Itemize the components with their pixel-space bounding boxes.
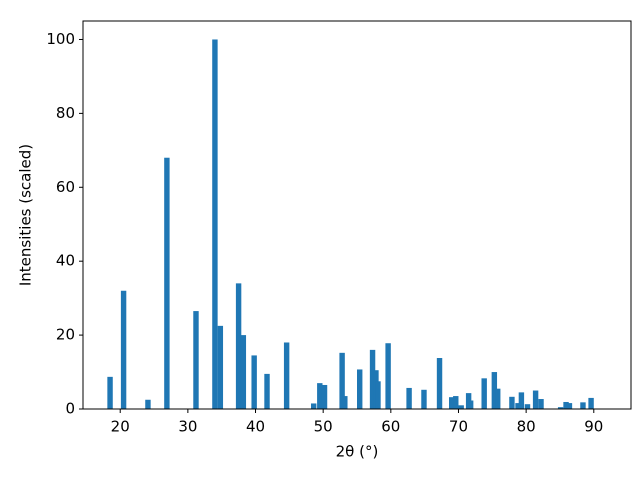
bar <box>375 381 381 409</box>
bar <box>563 401 569 409</box>
bar <box>107 376 113 409</box>
bar <box>321 384 328 409</box>
y-tick-label: 100 <box>46 30 75 48</box>
bar <box>406 387 412 409</box>
bar <box>251 355 257 409</box>
y-tick-label: 80 <box>56 104 75 122</box>
bar <box>145 399 151 409</box>
bar <box>317 383 323 409</box>
bar <box>491 372 498 409</box>
bar <box>538 399 544 409</box>
bar <box>453 396 459 409</box>
y-tick-label: 40 <box>56 252 75 270</box>
x-tick-label: 30 <box>178 418 197 436</box>
bar <box>467 400 474 409</box>
plot-frame <box>82 20 632 410</box>
y-tick-label: 20 <box>56 326 75 344</box>
x-tick-label: 70 <box>449 418 468 436</box>
bar <box>193 311 199 409</box>
bar <box>264 373 270 409</box>
bar <box>310 403 317 409</box>
bar <box>580 402 586 409</box>
bar <box>240 335 247 409</box>
bar <box>120 290 127 409</box>
x-tick-label: 20 <box>111 418 130 436</box>
bar <box>588 397 594 409</box>
y-tick-label: 60 <box>56 178 75 196</box>
x-tick-label: 90 <box>584 418 603 436</box>
bar <box>164 157 170 409</box>
x-tick-label: 40 <box>246 418 265 436</box>
bar <box>449 397 455 409</box>
x-tick-label: 50 <box>314 418 333 436</box>
bar <box>509 396 515 409</box>
bar <box>212 39 218 409</box>
bar <box>385 343 391 409</box>
bar <box>217 325 224 409</box>
bar <box>532 390 539 409</box>
y-axis-label: Intensities (scaled) <box>17 144 35 286</box>
bar <box>515 403 521 409</box>
bar <box>495 388 501 409</box>
bar <box>283 342 290 409</box>
bar <box>369 349 376 409</box>
x-axis-label: 2θ (°) <box>336 443 379 461</box>
bar <box>458 405 464 409</box>
bar <box>524 404 531 409</box>
bar <box>518 392 525 409</box>
bar <box>235 283 242 409</box>
y-tick-label: 0 <box>65 400 75 418</box>
bar <box>566 403 573 409</box>
bar <box>481 378 487 409</box>
x-tick-label: 60 <box>381 418 400 436</box>
bar <box>421 389 427 409</box>
bar <box>357 369 363 409</box>
bar <box>342 396 348 409</box>
bar <box>436 358 443 409</box>
bar <box>557 407 564 409</box>
x-tick-label: 80 <box>517 418 536 436</box>
bar <box>339 352 345 409</box>
